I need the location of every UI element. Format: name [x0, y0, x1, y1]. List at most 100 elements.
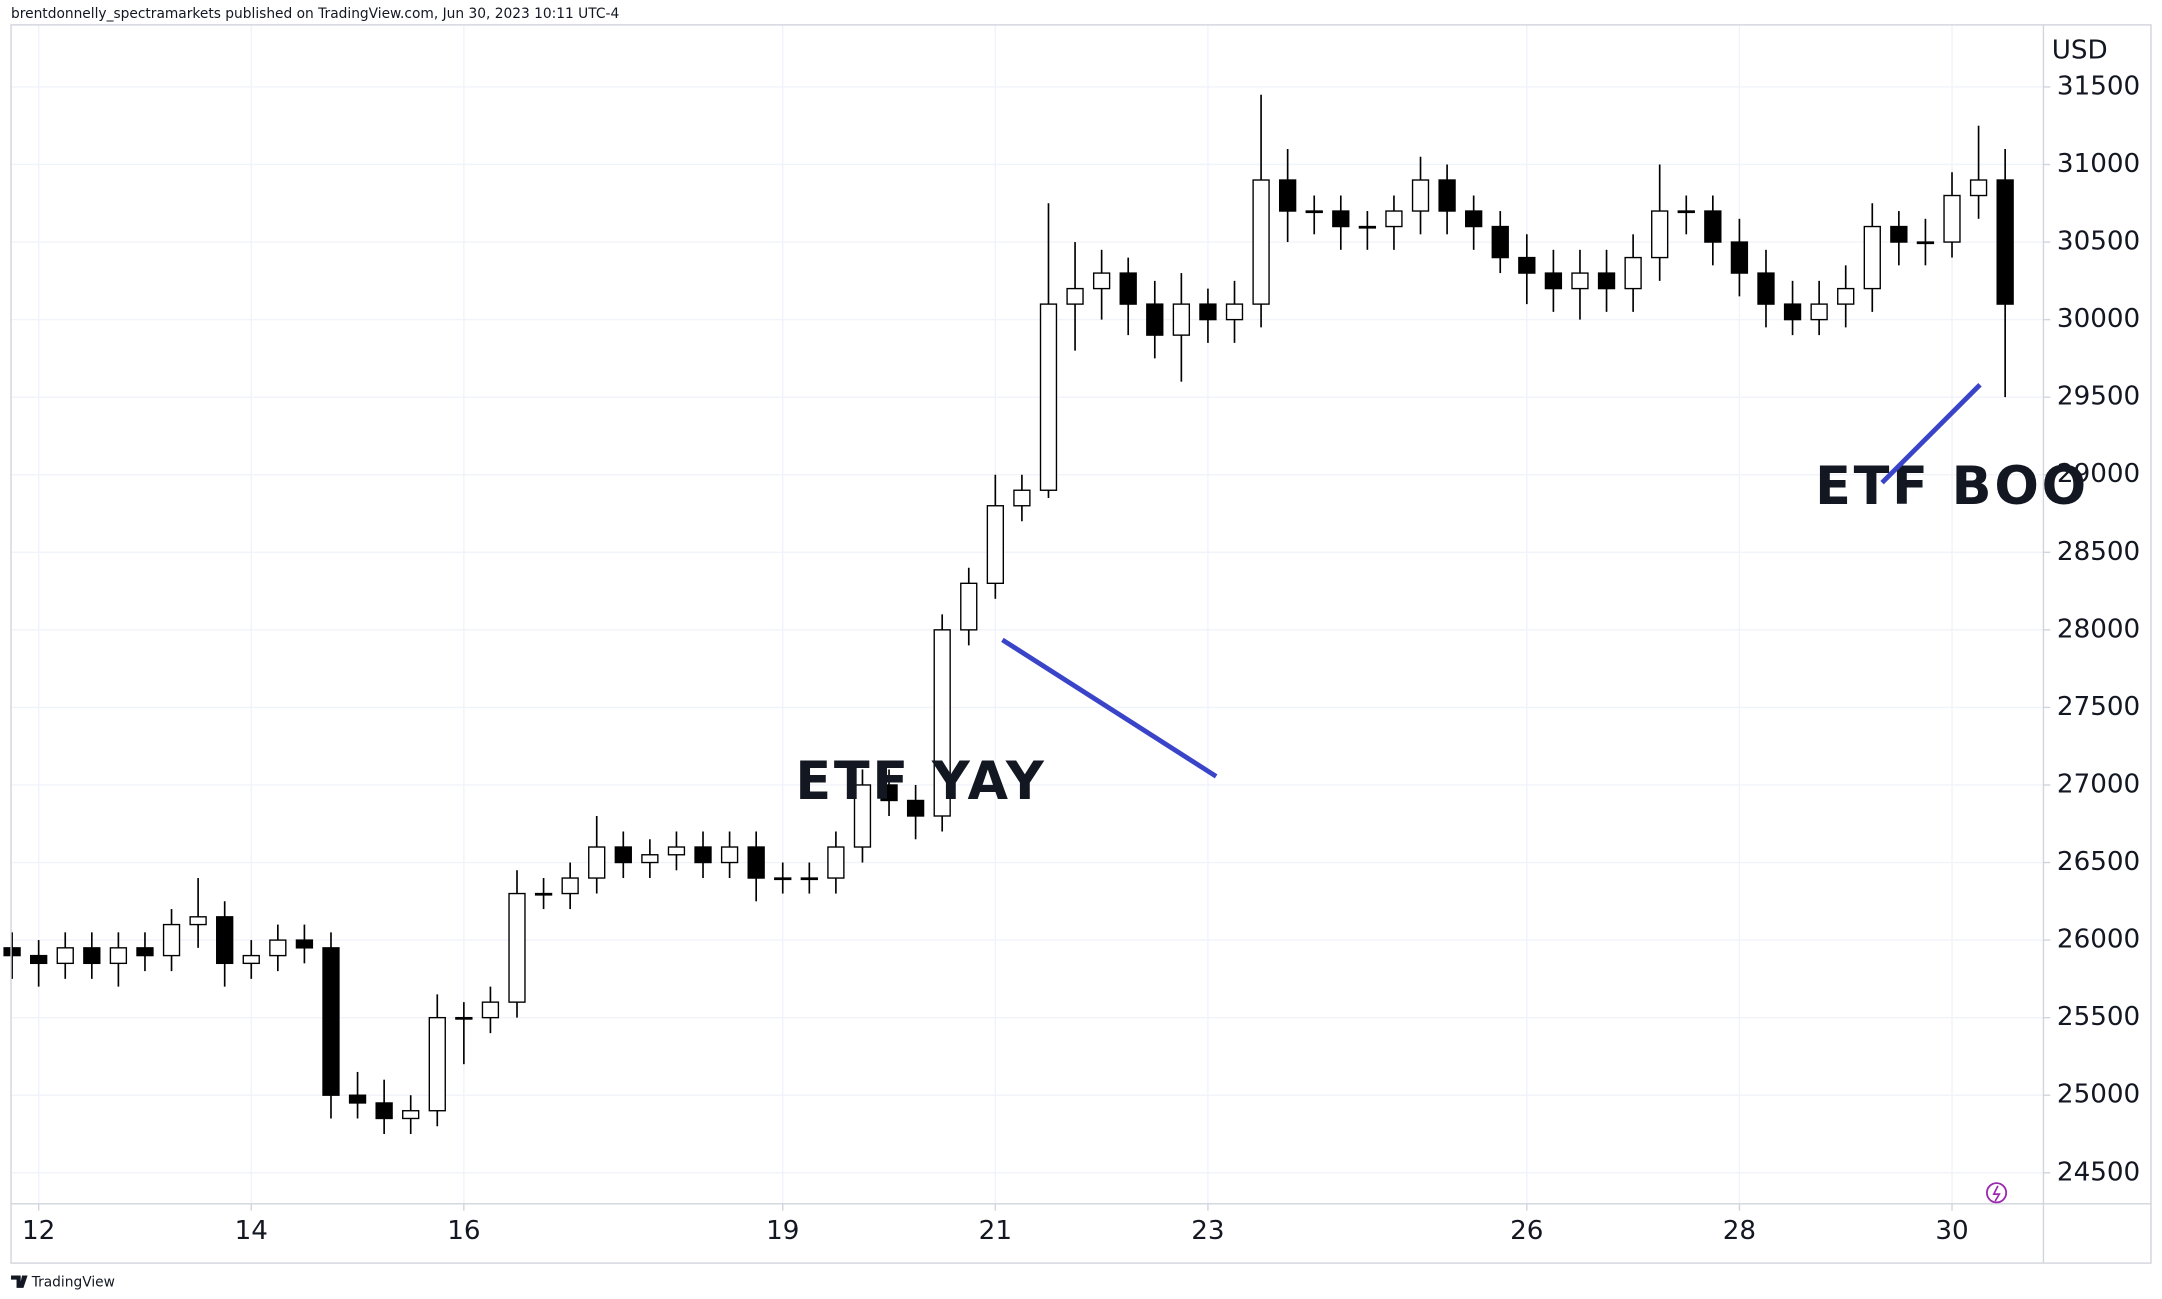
- y-tick-label: 27500: [2057, 692, 2140, 722]
- y-tick-label: 25000: [2057, 1080, 2140, 1110]
- candles: [3, 94, 2014, 1134]
- candle-body: [1039, 303, 1058, 491]
- candle-body: [56, 947, 74, 965]
- x-tick-label: 12: [22, 1216, 55, 1246]
- event-icon: [1985, 1182, 2008, 1204]
- candle-body: [561, 877, 579, 895]
- candle-body: [1092, 272, 1111, 290]
- candle-body: [1890, 225, 1908, 243]
- candle-body: [1969, 179, 1988, 197]
- y-tick-label: 28000: [2057, 614, 2140, 644]
- candle-body: [960, 582, 978, 631]
- y-tick-label: 26000: [2057, 925, 2140, 955]
- candle-body: [109, 947, 128, 965]
- candle-body: [774, 877, 792, 881]
- candle-body: [1013, 489, 1031, 507]
- candle-body: [1172, 303, 1191, 336]
- brand: TradingView: [11, 1274, 115, 1290]
- candle-body: [242, 954, 260, 965]
- y-tick-label: 29000: [2057, 459, 2140, 489]
- candle-body: [1810, 303, 1828, 321]
- candle-body: [30, 954, 48, 965]
- candle-body: [1704, 210, 1722, 243]
- candle-body: [1730, 241, 1749, 274]
- candle-body: [295, 939, 314, 949]
- candle-body: [1225, 303, 1244, 321]
- candle-body: [667, 846, 686, 856]
- annotation-line: [1880, 383, 1982, 485]
- candle-body: [1438, 179, 1456, 212]
- candle-body: [189, 916, 207, 926]
- x-tick-label: 30: [1935, 1216, 1968, 1246]
- y-tick-label: 30000: [2057, 304, 2140, 334]
- candle-body: [455, 1016, 473, 1020]
- candle-body: [1119, 272, 1137, 305]
- candle-body: [428, 1016, 446, 1112]
- candle-body: [216, 916, 234, 965]
- y-tick-label: 26500: [2057, 847, 2140, 877]
- candle-body: [933, 629, 951, 817]
- candle-body: [827, 846, 845, 879]
- candle-body: [1411, 179, 1430, 212]
- frame: [10, 24, 2152, 1264]
- x-tick-label: 26: [1510, 1216, 1543, 1246]
- candle-body: [800, 877, 818, 881]
- candle-body: [1465, 210, 1483, 228]
- candle-body: [1677, 210, 1695, 214]
- candle-body: [1783, 303, 1802, 321]
- annotation-text: ETF YAY: [795, 751, 1046, 812]
- y-tick-label: 30500: [2057, 227, 2140, 257]
- y-tick-label: 24500: [2057, 1157, 2140, 1187]
- currency: USD: [2052, 36, 2108, 66]
- annotation-line: [1001, 637, 1218, 779]
- candle-body: [1199, 303, 1217, 321]
- candle-body: [1146, 303, 1164, 336]
- candle-body: [906, 799, 925, 817]
- candle-body: [136, 947, 154, 957]
- candle-body: [747, 846, 765, 879]
- x-tick-label: 21: [979, 1216, 1012, 1246]
- candle-body: [1332, 210, 1350, 228]
- candle-body: [1943, 194, 1961, 243]
- candle-body: [1385, 210, 1403, 228]
- candle-body: [1757, 272, 1775, 305]
- x-tick-label: 14: [235, 1216, 268, 1246]
- candle-body: [3, 947, 21, 957]
- candle-body: [1358, 225, 1377, 229]
- candle-body: [614, 846, 632, 864]
- candle-body: [720, 846, 739, 864]
- candle-body: [508, 892, 526, 1003]
- x-tick-label: 23: [1191, 1216, 1224, 1246]
- candle-body: [402, 1110, 420, 1120]
- header: brentdonnelly_spectramarkets published o…: [11, 6, 619, 22]
- candle-body: [269, 939, 287, 957]
- candle-body: [588, 846, 606, 879]
- candle-body: [1544, 272, 1563, 290]
- candle-body: [322, 947, 340, 1096]
- y-tick-label: 31500: [2057, 71, 2140, 101]
- y-tick-label: 29500: [2057, 382, 2140, 412]
- x-tick-label: 16: [447, 1216, 480, 1246]
- candle-body: [1278, 179, 1297, 212]
- candle-body: [1305, 210, 1323, 214]
- y-tick-label: 28500: [2057, 537, 2140, 567]
- candle-body: [375, 1102, 393, 1120]
- currency-box: [2046, 30, 2149, 72]
- candle-body: [853, 784, 872, 848]
- candle-body: [1837, 287, 1855, 305]
- y-tick-label: 25500: [2057, 1002, 2140, 1032]
- brand-name: TradingView: [31, 1274, 115, 1290]
- candle-body: [1863, 225, 1881, 290]
- candle-body: [1252, 179, 1270, 305]
- candle-body: [162, 923, 181, 957]
- x-tick-label: 28: [1723, 1216, 1756, 1246]
- candle-body: [1651, 210, 1669, 259]
- event-icon-bolt: [1992, 1185, 2001, 1202]
- candle-body: [694, 846, 712, 864]
- grid: [11, 24, 2044, 1204]
- y-tick-label: 27000: [2057, 769, 2140, 799]
- candle-body: [986, 505, 1004, 585]
